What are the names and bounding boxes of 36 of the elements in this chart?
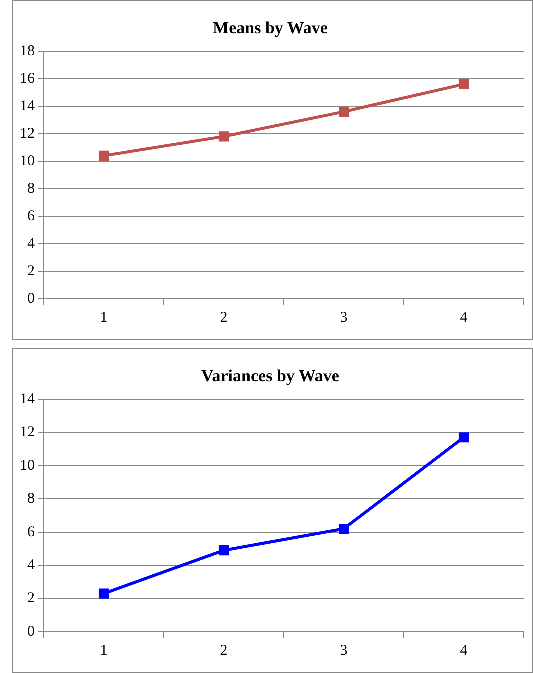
y-tick-label: 8 (28, 180, 35, 197)
point (458, 432, 470, 443)
y-tick-label: 12 (20, 126, 35, 142)
y-tick-label: 0 (28, 624, 35, 640)
y-tick-label: 18 (20, 43, 35, 60)
y-tick-label: 12 (20, 424, 35, 441)
point (218, 546, 230, 556)
y-tick-label: 2 (28, 263, 35, 280)
y-tick-label: 10 (20, 153, 35, 170)
y-tick-label: 4 (28, 236, 36, 252)
x-tick-label: 3 (340, 642, 348, 659)
y-tick-label: 14 (20, 391, 36, 408)
y-tick-label: 2 (28, 590, 35, 607)
point (338, 106, 350, 117)
x-tick-label: 2 (220, 310, 228, 326)
point (458, 79, 470, 90)
y-tick-label: 6 (28, 208, 36, 224)
x-tick-label: 1 (100, 642, 108, 659)
x-tick-label: 4 (460, 310, 468, 326)
y-tick-label: 16 (20, 70, 36, 87)
x-tick-label: 1 (100, 310, 108, 326)
x-tick-label: 3 (340, 310, 348, 326)
y-tick-label: 0 (28, 290, 35, 307)
point (98, 588, 110, 599)
chart-title: Variances by Wave (202, 366, 340, 386)
y-tick-label: 14 (20, 98, 36, 114)
point (338, 524, 350, 534)
chart-title: Means by Wave (213, 18, 328, 38)
y-tick-label: 6 (28, 524, 36, 540)
y-tick-label: 10 (20, 458, 35, 474)
point (218, 132, 230, 142)
x-tick-label: 4 (460, 642, 468, 659)
x-tick-label: 2 (220, 642, 228, 659)
point (98, 150, 110, 161)
y-tick-label: 8 (28, 491, 35, 508)
y-tick-label: 4 (28, 557, 36, 574)
